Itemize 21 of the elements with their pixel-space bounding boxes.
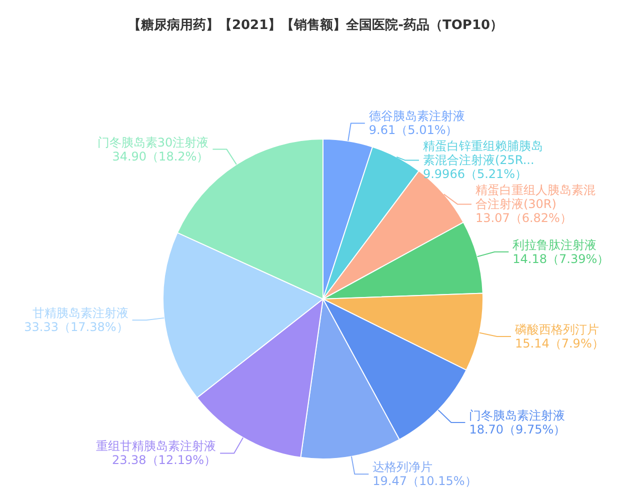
slice-label: 利拉鲁肽注射液 — [512, 238, 597, 252]
data-label: 9.9966（5.21%） — [422, 167, 528, 182]
slice-label: 达格列净片 — [372, 460, 433, 474]
data-label: 13.07（6.82%） — [475, 211, 572, 226]
data-label: 14.18（7.39%） — [512, 252, 610, 266]
data-label: 34.90（18.2%） — [112, 149, 209, 164]
slice-label: 甘精胰岛素注射液 — [32, 306, 128, 320]
slice-label: 重组甘精胰岛素注射液 — [96, 439, 216, 454]
data-label: 15.14（7.9%） — [515, 336, 604, 351]
data-label: 33.33（17.38%） — [24, 320, 128, 334]
slice-label: 精蛋白锌重组赖脯胰岛素混合注射液(25R... — [422, 139, 543, 168]
slice-label: 磷酸西格列汀片 — [514, 322, 599, 337]
data-label: 18.70（9.75%） — [469, 422, 566, 436]
data-label: 19.47（10.15%） — [372, 474, 477, 488]
chart-title: 【糖尿病用药】【2021】【销售额】全国医院-药品（TOP10） — [128, 17, 504, 33]
data-label: 23.38（12.19%） — [112, 453, 216, 468]
slice-label: 德谷胰岛素注射液 — [368, 109, 465, 124]
slice-label: 门冬胰岛素30注射液 — [97, 135, 209, 150]
slice-label: 门冬胰岛素注射液 — [469, 408, 566, 422]
slice-label: 精蛋白重组人胰岛素混合注射液(30R) — [475, 183, 596, 212]
data-label: 9.61（5.01%） — [368, 123, 458, 138]
